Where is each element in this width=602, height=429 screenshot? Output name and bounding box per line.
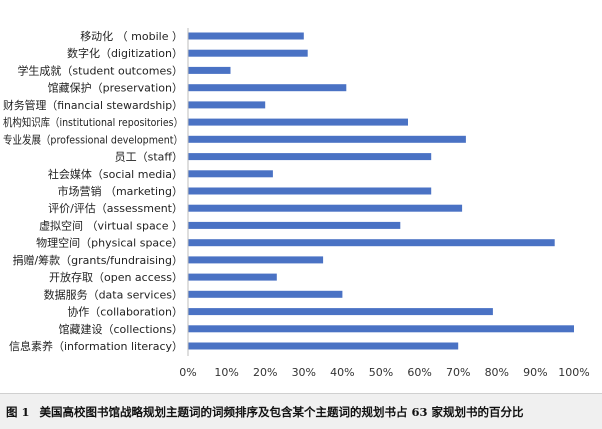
x-tick-label-3: 30% — [292, 366, 316, 379]
category-label-12: 物理空间（physical space） — [36, 236, 183, 250]
bar-5 — [188, 118, 408, 126]
category-label-11: 虚拟空间 （virtual space ） — [39, 218, 183, 232]
bar-8 — [188, 170, 273, 178]
category-label-16: 协作（collaboration） — [67, 305, 183, 319]
bar-6 — [188, 135, 466, 143]
category-label-5: 机构知识库（institutional repositories） — [3, 115, 183, 129]
bar-4 — [188, 101, 266, 109]
category-label-13: 捐赠/筹款（grants/fundraising） — [12, 253, 183, 267]
bar-10 — [188, 204, 463, 212]
x-tick-label-10: 100% — [558, 366, 589, 379]
bar-1 — [188, 49, 308, 57]
x-tick-label-2: 20% — [253, 366, 277, 379]
category-label-6: 专业发展（professional development） — [3, 132, 183, 146]
bar-9 — [188, 187, 432, 195]
category-label-9: 市场营销 （marketing） — [57, 184, 183, 198]
bar-15 — [188, 290, 343, 298]
x-tick-label-8: 80% — [485, 366, 509, 379]
bar-11 — [188, 221, 401, 229]
bar-13 — [188, 256, 324, 264]
x-tick-label-9: 90% — [523, 366, 547, 379]
category-label-8: 社会媒体（social media） — [48, 167, 183, 181]
bar-3 — [188, 84, 347, 92]
category-label-4: 财务管理（financial stewardship） — [3, 98, 183, 112]
category-label-3: 馆藏保护（preservation） — [48, 81, 183, 95]
bar-14 — [188, 273, 277, 281]
category-label-7: 员工（staff） — [115, 151, 183, 164]
x-tick-label-5: 50% — [369, 366, 393, 379]
bar-0 — [188, 32, 304, 40]
bar-17 — [188, 325, 574, 333]
category-label-18: 信息素养（information literacy） — [9, 339, 183, 353]
category-label-10: 评价/评估（assessment） — [48, 202, 183, 215]
bar-2 — [188, 66, 231, 74]
bar-16 — [188, 308, 493, 316]
x-tick-label-0: 0% — [179, 366, 196, 379]
x-tick-label-6: 60% — [407, 366, 431, 379]
figure-caption-text: 美国高校图书馆战略规划主题词的词频排序及包含某个主题词的规划书占 63 家规划书… — [39, 404, 524, 419]
figure-caption: 图 1 美国高校图书馆战略规划主题词的词频排序及包含某个主题词的规划书占 63 … — [0, 393, 602, 429]
bar-7 — [188, 153, 432, 161]
x-tick-label-4: 40% — [330, 366, 354, 379]
bar-18 — [188, 342, 459, 350]
category-label-2: 学生成就（student outcomes） — [17, 63, 183, 77]
x-tick-label-7: 70% — [446, 366, 470, 379]
category-label-15: 数据服务（data services） — [44, 287, 183, 301]
figure-number: 图 1 — [6, 404, 30, 419]
x-tick-label-1: 10% — [214, 366, 238, 379]
category-label-17: 馆藏建设（collections） — [58, 322, 183, 336]
category-label-1: 数字化（digitization） — [67, 46, 183, 60]
chart-frame: 移动化 （ mobile ） 数字化（digitization） 学生成就（stud… — [3, 28, 590, 379]
category-label-0: 移动化 （ mobile ） — [80, 29, 183, 43]
bar-chart: 移动化 （ mobile ） 数字化（digitization） 学生成就（stud… — [3, 28, 590, 379]
category-label-14: 开放存取（open access） — [49, 270, 183, 284]
bar-12 — [188, 239, 555, 247]
